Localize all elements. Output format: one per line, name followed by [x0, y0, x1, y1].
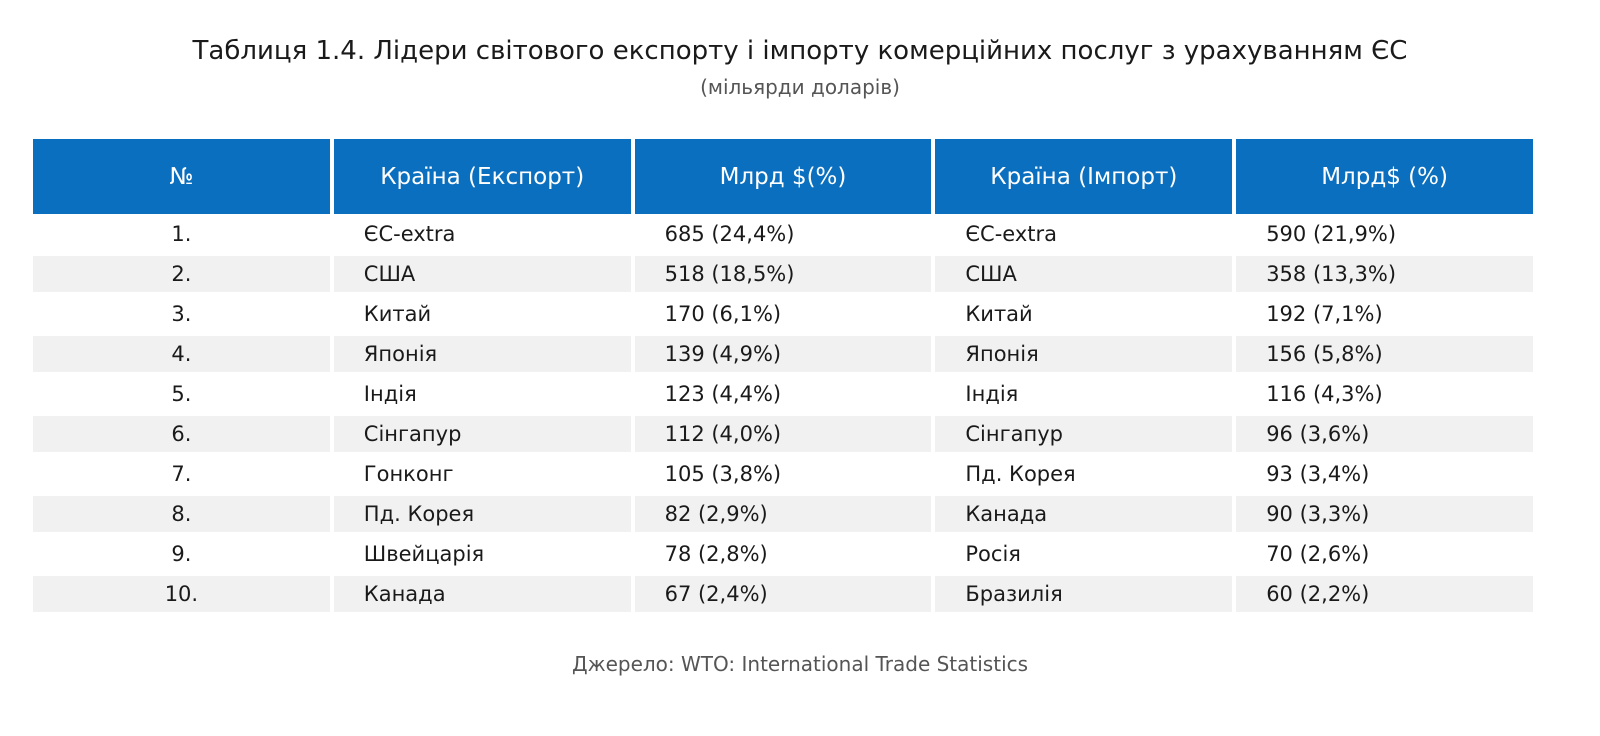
table-cell: Японія	[935, 336, 1233, 372]
table-cell: ЄС-extra	[965, 222, 1058, 246]
table-cell: США	[333, 256, 631, 292]
table-cell: 139 (4,9%)	[634, 336, 932, 372]
table-cell: 3.	[171, 302, 192, 326]
table-cell: 9.	[171, 542, 192, 566]
table-cell: 70 (2,6%)	[1266, 542, 1370, 566]
table-cell: 123 (4,4%)	[664, 382, 782, 406]
table-cell: 5.	[171, 382, 192, 406]
table-cell: 156 (5,8%)	[1236, 336, 1533, 372]
table-cell: 96 (3,6%)	[1236, 416, 1533, 452]
table-cell: США	[935, 256, 1233, 292]
table-cell: 685 (24,4%)	[664, 222, 795, 246]
table-cell: 1.	[171, 222, 192, 246]
header-cell: Млрд $(%)	[634, 139, 932, 214]
table-cell: Швейцарія	[363, 542, 485, 566]
header-cell: №	[33, 139, 330, 214]
table-cell: Китай	[965, 302, 1033, 326]
table-cell: Сінгапур	[935, 416, 1233, 452]
header-cell: Країна (Імпорт)	[935, 139, 1233, 214]
table-cell: 170 (6,1%)	[664, 302, 782, 326]
table-cell: ЄС-extra	[363, 222, 456, 246]
table-cell: Пд. Корея	[965, 462, 1076, 486]
table-cell: 590 (21,9%)	[1266, 222, 1397, 246]
table-cell: 6.	[33, 416, 330, 452]
table-cell: 358 (13,3%)	[1236, 256, 1533, 292]
table-cell: 93 (3,4%)	[1266, 462, 1370, 486]
table-cell: 116 (4,3%)	[1266, 382, 1383, 406]
table-cell: 90 (3,3%)	[1236, 496, 1533, 532]
table-cell: Бразилія	[935, 576, 1233, 612]
table-cell: 7.	[171, 462, 192, 486]
title: Таблиця 1.4. Лідери світового експорту і…	[192, 36, 1408, 66]
table-cell: Пд. Корея	[333, 496, 631, 532]
table-cell: 105 (3,8%)	[664, 462, 782, 486]
source: Джерело: WTO: International Trade Statis…	[571, 652, 1029, 676]
table-cell: 2.	[33, 256, 330, 292]
table: № Країна (Експорт) Млрд $(%) Країна (Імпорт…	[33, 139, 1533, 614]
table-cell: 192 (7,1%)	[1266, 302, 1383, 326]
table-cell: 10.	[33, 576, 330, 612]
header-cell: Країна (Експорт)	[333, 139, 631, 214]
table-cell: Росія	[965, 542, 1021, 566]
table-cell: Китай	[363, 302, 432, 326]
table-cell: 8.	[33, 496, 330, 532]
table-cell: Японія	[333, 336, 631, 372]
header-cell: Млрд$ (%)	[1236, 139, 1533, 214]
table-cell: Індія	[363, 382, 417, 406]
table-cell: Канада	[935, 496, 1233, 532]
table-cell: 82 (2,9%)	[634, 496, 932, 532]
subtitle: (мільярди доларів)	[700, 75, 900, 99]
table-cell: 78 (2,8%)	[664, 542, 768, 566]
table-cell: 60 (2,2%)	[1236, 576, 1533, 612]
table-cell: Індія	[965, 382, 1019, 406]
table-cell: Сінгапур	[333, 416, 631, 452]
table-cell: 518 (18,5%)	[634, 256, 932, 292]
table-cell: 112 (4,0%)	[634, 416, 932, 452]
table-cell: Гонконг	[363, 462, 454, 486]
table-cell: Канада	[333, 576, 631, 612]
table-cell: 67 (2,4%)	[634, 576, 932, 612]
table-cell: 4.	[33, 336, 330, 372]
